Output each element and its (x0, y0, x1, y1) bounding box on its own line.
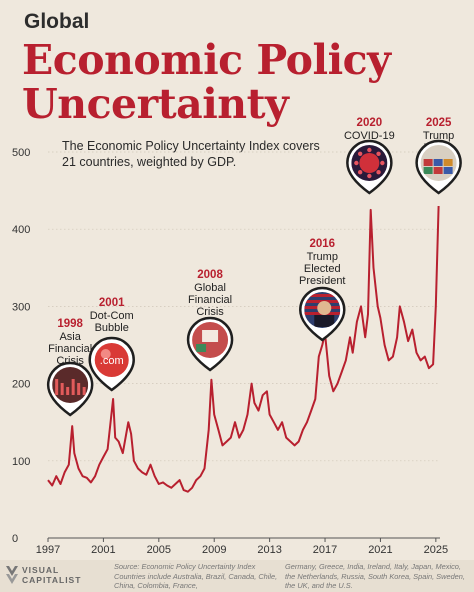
trump-portrait-icon (304, 292, 341, 328)
virus-spike (354, 160, 359, 166)
y-tick-label: 400 (12, 224, 30, 236)
annotation-label: President (299, 275, 345, 287)
virus-spike (357, 151, 363, 157)
money-bill (196, 344, 207, 352)
annotation-year: 2001 (99, 297, 125, 309)
visual-capitalist-logo-icon (6, 566, 18, 584)
container-box (433, 159, 443, 166)
annotation-label: Crisis (196, 306, 224, 318)
virus-spike (367, 173, 372, 179)
annotation-label: Dot-Com (90, 310, 134, 322)
x-tick-label: 2005 (147, 544, 171, 556)
virus-spike (357, 169, 363, 175)
title-line-1: Economic Policy (22, 36, 391, 84)
dotcom-bubble-icon: .com (94, 343, 129, 377)
shipping-containers-icon (420, 145, 457, 181)
logo-line-1: VISUAL (22, 565, 60, 575)
x-tick-label: 2013 (257, 544, 281, 556)
source-note-right: Germany, Greece, India, Ireland, Italy, … (285, 562, 465, 590)
annotation-year: 2025 (426, 117, 452, 129)
x-tick-label: 2021 (368, 544, 392, 556)
stock-bar (60, 383, 64, 395)
x-tick-label: 1997 (36, 544, 60, 556)
annotation-label: Asia (59, 331, 81, 343)
series-line (47, 205, 440, 493)
kicker-label: Global (24, 10, 90, 33)
virus-icon (359, 153, 380, 173)
stock-bar (55, 379, 59, 395)
x-tick-label: 2025 (424, 544, 448, 556)
virus-spike (367, 147, 372, 153)
flag-stripe (304, 294, 341, 297)
y-tick-label: 500 (12, 147, 30, 159)
annotation-label: Financial (188, 294, 232, 306)
chart-subtitle: The Economic Policy Uncertainty Index co… (62, 139, 320, 169)
logo-line-2: CAPITALIST (22, 575, 82, 585)
y-tick-label: 200 (12, 379, 30, 391)
stock-bar (82, 387, 86, 395)
virus-spike (380, 160, 385, 166)
stock-chart-icon (52, 367, 89, 403)
annotation-label: Global (194, 282, 226, 294)
annotation-year: 2008 (197, 269, 223, 281)
annotation-2025: 2025TrumpTariffs (415, 117, 462, 195)
x-tick-label: 2001 (91, 544, 115, 556)
market-crash-icon (192, 322, 229, 358)
publisher-logo: VISUAL CAPITALIST (22, 565, 81, 585)
x-tick-label: 2009 (202, 544, 226, 556)
virus-icon (351, 145, 388, 181)
annotation-label: Financial (48, 343, 92, 355)
title-line-2: Uncertainty (22, 80, 289, 128)
suit (314, 315, 335, 327)
dotcom-text: .com (100, 355, 124, 367)
y-tick-label: 100 (12, 456, 30, 468)
face (317, 301, 332, 315)
annotation-label: Elected (304, 263, 341, 275)
annotation-year: 2016 (309, 238, 335, 250)
stock-bar (66, 387, 70, 395)
annotation-label: COVID-19 (344, 130, 395, 142)
chart-title: Economic Policy Uncertainty (22, 36, 391, 128)
container-box (443, 159, 453, 166)
bubble-highlight (100, 349, 111, 359)
annotation-year: 1998 (57, 318, 83, 330)
virus-spike (376, 151, 381, 157)
footer-band (0, 560, 474, 592)
y-tick-label: 300 (12, 301, 30, 313)
stock-bar (77, 383, 81, 395)
annotation-year: 2020 (357, 117, 383, 129)
stock-bar (71, 379, 75, 395)
paper-sheet (202, 330, 219, 342)
x-tick-label: 2017 (313, 544, 337, 556)
virus-spike (376, 169, 381, 175)
annotation-label: Trump (423, 130, 454, 142)
container-box (423, 159, 433, 166)
container-box (423, 167, 433, 174)
container-box (443, 167, 453, 174)
annotation-label: Trump (307, 251, 338, 263)
annotation-label: Bubble (95, 322, 129, 334)
y-tick-label: 0 (12, 533, 18, 545)
container-box (433, 167, 443, 174)
source-note-left: Source: Economic Policy Uncertainty Inde… (114, 562, 278, 590)
